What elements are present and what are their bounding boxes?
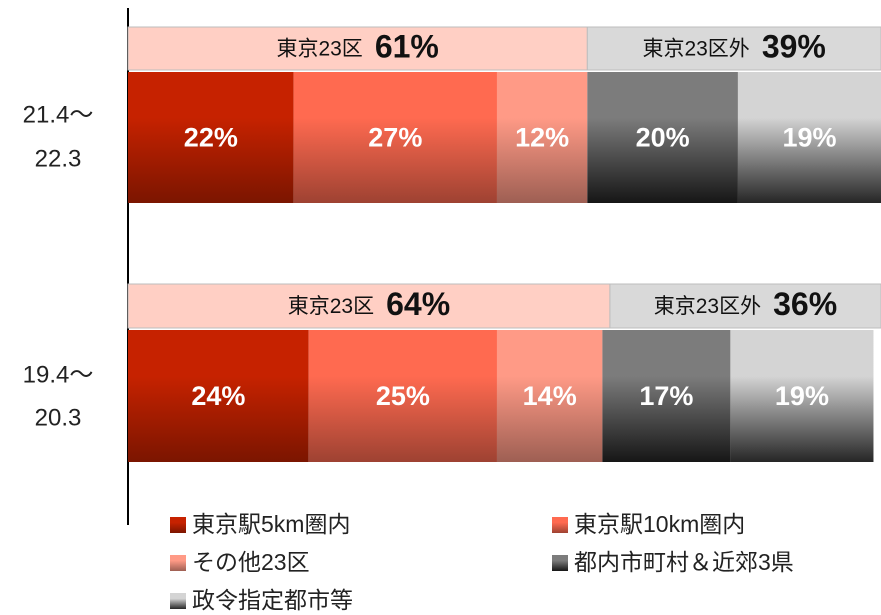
group-value-label: 61% xyxy=(375,29,439,65)
bar-segment xyxy=(730,330,874,462)
group-label: 東京23区外 39% xyxy=(642,29,825,65)
bar-segment xyxy=(293,72,497,203)
group-name: 東京23区外 xyxy=(642,37,749,60)
legend-label: 東京駅10km圏内 xyxy=(574,511,745,537)
bar-segment xyxy=(496,330,603,462)
data-label: 12% xyxy=(515,123,569,153)
data-label: 25% xyxy=(376,381,430,411)
bar-segment xyxy=(308,330,497,462)
data-label: 22% xyxy=(184,123,238,153)
group-label: 東京23区 61% xyxy=(276,29,438,65)
legend-swatch xyxy=(170,555,186,571)
group-label: 東京23区 64% xyxy=(288,286,450,322)
data-label: 19% xyxy=(782,123,836,153)
data-label: 17% xyxy=(639,381,693,411)
bar-segment xyxy=(128,330,309,462)
group-name: 東京23区 xyxy=(288,295,374,318)
group-value-label: 64% xyxy=(386,286,450,322)
group-value-label: 39% xyxy=(762,29,826,65)
bar-segment xyxy=(737,72,881,203)
legend-swatch xyxy=(170,593,186,609)
legend-label: 都内市町村＆近郊3県 xyxy=(574,549,794,575)
legend-label: 東京駅5km圏内 xyxy=(192,511,350,537)
y-tick-label: 22.3 xyxy=(35,145,82,172)
data-label: 24% xyxy=(191,381,245,411)
data-label: 20% xyxy=(636,123,690,153)
group-bar xyxy=(586,26,881,71)
bar-segment xyxy=(602,330,731,462)
bar-segment xyxy=(587,72,738,203)
bar-segment xyxy=(496,72,588,203)
bar-segment xyxy=(128,72,294,203)
legend-swatch xyxy=(552,555,568,571)
legend-swatch xyxy=(170,517,186,533)
data-label: 14% xyxy=(523,381,577,411)
legend-swatch xyxy=(552,517,568,533)
group-label: 東京23区外 36% xyxy=(654,286,837,322)
group-bar xyxy=(127,26,588,71)
data-label: 27% xyxy=(368,123,422,153)
group-name: 東京23区 xyxy=(276,37,362,60)
y-tick-label: 20.3 xyxy=(35,404,82,431)
y-tick-label: 19.4～ xyxy=(23,361,94,388)
legend-label: その他23区 xyxy=(192,549,310,575)
group-value-label: 36% xyxy=(773,286,837,322)
group-bar xyxy=(609,283,881,329)
data-label: 19% xyxy=(775,381,829,411)
y-tick-label: 21.4～ xyxy=(23,101,94,128)
legend-label: 政令指定都市等 xyxy=(192,587,353,613)
group-bar xyxy=(127,283,611,329)
group-name: 東京23区外 xyxy=(654,295,761,318)
